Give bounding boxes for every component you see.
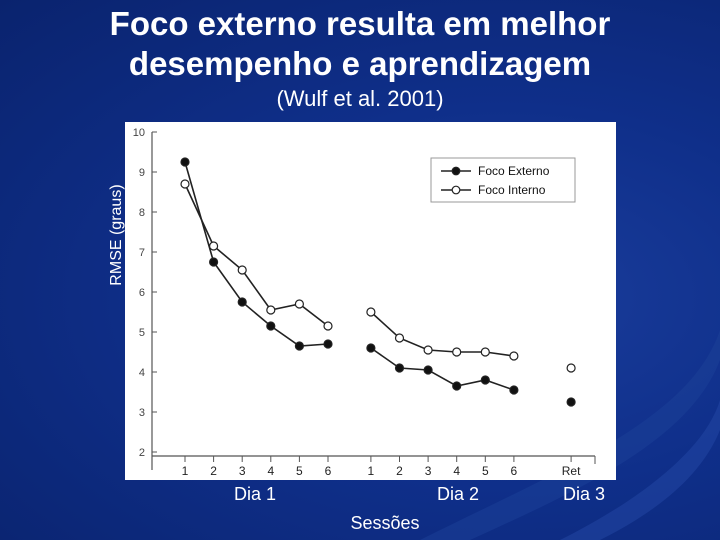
y-tick-label: 7 (139, 247, 145, 259)
x-tick-label: 3 (239, 464, 246, 478)
y-tick-label: 10 (133, 127, 145, 139)
data-point-foco-interno (566, 363, 576, 373)
y-tick-label: 8 (139, 207, 145, 219)
day-label-2: Dia 2 (437, 484, 480, 504)
line-chart: 2 3 4 5 6 7 8 9 10 1 2 3 4 5 6 1 2 3 4 5 6 Ret Foco Externo Foc… (133, 127, 596, 478)
day-label-3: Dia 3 (563, 484, 606, 504)
y-tick-label: 5 (139, 327, 145, 339)
legend-label: Foco Interno (478, 183, 546, 197)
y-tick-label: 2 (139, 447, 145, 459)
legend-box (430, 157, 576, 203)
data-point-foco-interno (480, 347, 490, 357)
y-tick-label: 6 (139, 287, 145, 299)
series-line-foco-interno (370, 311, 515, 357)
data-point-foco-interno (509, 351, 519, 361)
data-point-foco-externo (208, 257, 219, 267)
data-point-foco-interno (366, 307, 376, 317)
legend-marker (451, 185, 461, 195)
legend-marker (451, 166, 461, 176)
x-tick-label: 6 (325, 464, 332, 478)
series-line-foco-interno (184, 183, 329, 327)
data-point-foco-externo (452, 381, 462, 391)
data-point-foco-externo (237, 297, 247, 307)
data-point-foco-interno (180, 179, 190, 189)
x-tick-label: 2 (210, 464, 217, 478)
data-point-foco-interno (423, 345, 433, 355)
x-axis-label: Sessões (350, 513, 420, 533)
x-tick-label: 5 (296, 464, 303, 478)
y-axis-label: RMSE (graus) (108, 184, 125, 286)
x-tick-label: 4 (267, 464, 274, 478)
data-point-foco-externo (180, 157, 190, 167)
x-tick-label: 3 (425, 464, 432, 478)
slide-subtitle: (Wulf et al. 2001) (276, 86, 444, 111)
data-point-foco-interno (394, 333, 405, 343)
data-point-foco-externo (294, 341, 304, 351)
legend-label: Foco Externo (478, 164, 550, 178)
data-point-foco-externo (323, 339, 333, 349)
data-point-foco-interno (294, 299, 304, 309)
data-point-foco-interno (452, 347, 462, 357)
data-point-foco-interno (237, 265, 247, 275)
x-tick-label: 2 (396, 464, 403, 478)
x-tick-label: Ret (562, 464, 581, 478)
data-point-foco-externo (266, 321, 276, 331)
series-line-foco-externo (184, 161, 329, 347)
x-tick-label: 1 (182, 464, 189, 478)
data-point-foco-interno (266, 305, 276, 315)
title-line-2: desempenho e aprendizagem (128, 45, 592, 82)
series-line-foco-externo (370, 347, 515, 391)
data-point-foco-externo (566, 397, 576, 407)
title-line-1: Foco externo resulta em melhor (109, 5, 611, 42)
data-point-foco-externo (480, 375, 490, 385)
data-point-foco-externo (423, 365, 433, 375)
x-tick-label: 1 (368, 464, 375, 478)
data-point-foco-interno (208, 241, 219, 251)
y-tick-label: 4 (139, 367, 145, 379)
x-tick-label: 6 (511, 464, 518, 478)
slide-title: Foco externo resulta em melhor desempenh… (0, 4, 720, 84)
y-tick-label: 3 (139, 407, 145, 419)
y-tick-label: 9 (139, 167, 145, 179)
data-point-foco-externo (509, 385, 519, 395)
data-point-foco-externo (366, 343, 376, 353)
data-point-foco-interno (323, 321, 333, 331)
day-label-1: Dia 1 (234, 484, 277, 504)
chart-panel: 2 3 4 5 6 7 8 9 10 1 2 3 4 5 6 1 2 3 4 5 6 Ret Foco Externo Foc… (125, 122, 616, 480)
x-tick-label: 5 (482, 464, 489, 478)
data-point-foco-externo (394, 363, 405, 373)
x-tick-label: 4 (453, 464, 460, 478)
